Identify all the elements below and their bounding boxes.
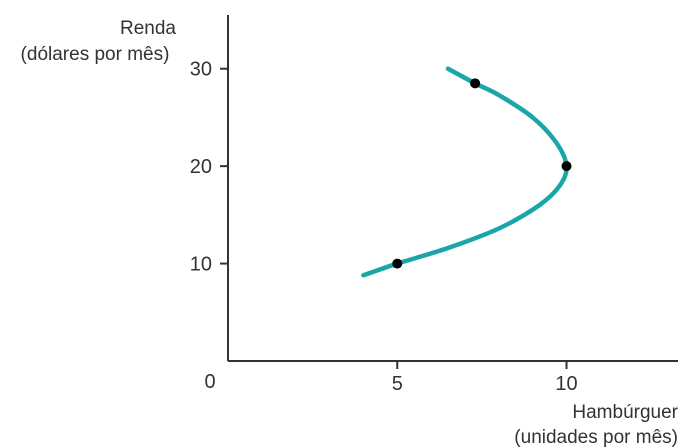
x-axis-label-line1: Hambúrguer [572,402,678,423]
x-axis-label-line2: (unidades por mês) [514,427,678,448]
origin-label: 0 [204,371,215,393]
data-point [392,258,403,269]
x-tick-label: 5 [392,373,403,395]
y-tick-label: 20 [190,156,212,178]
data-point [561,161,572,172]
y-axis-label-line1: Renda [120,18,176,39]
data-point [470,78,481,89]
x-tick-label: 10 [555,373,577,395]
y-axis-label-line2: (dólares por mês) [21,44,170,65]
ticks-group: 5 10 10 20 30 [190,59,578,395]
engel-curve [361,66,569,278]
y-tick-label: 30 [190,59,212,81]
points-group [392,78,572,269]
y-tick-label: 10 [190,254,212,276]
